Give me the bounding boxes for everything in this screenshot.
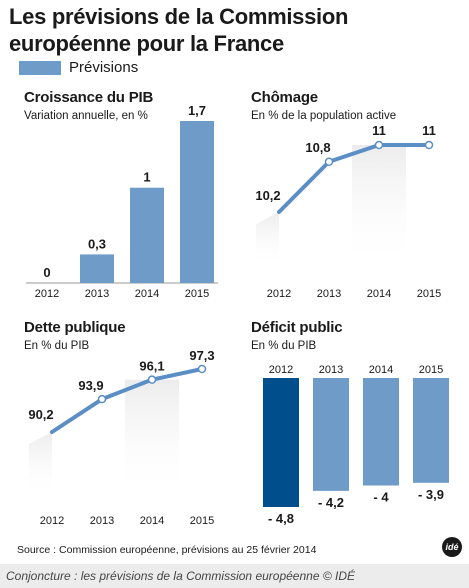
tick-label-2012: 2012 [269, 364, 293, 376]
chart-title-deficit: Déficit public [251, 319, 343, 336]
publisher-logo: idé [442, 537, 462, 557]
bar-2014 [130, 187, 164, 283]
value-label-2012: 0 [43, 265, 50, 280]
bar-2013 [313, 378, 349, 491]
chart-subtitle-debt: En % du PIB [24, 340, 90, 352]
value-label-2012: - 4,8 [268, 511, 294, 526]
footer-bar: Conjoncture : les prévisions de la Commi… [0, 564, 469, 588]
value-label-2014: 1 [143, 170, 150, 185]
series-line [50, 367, 204, 434]
chart-subtitle-unemployment: En % de la population active [251, 110, 397, 122]
value-label-2013: 10,8 [305, 140, 330, 155]
legend-label: Prévisions [69, 59, 139, 76]
bar-2015 [180, 121, 214, 283]
chart-title-unemployment: Chômage [251, 89, 318, 106]
point-2013 [97, 394, 107, 404]
point-2014 [147, 375, 157, 384]
bar-2015 [413, 378, 449, 483]
bar-2014 [363, 378, 399, 486]
footer-caption: Conjoncture : les prévisions de la Commi… [6, 569, 356, 583]
tick-label-2015: 2015 [419, 364, 443, 376]
tick-label-2012: 2012 [35, 288, 59, 300]
value-label-2013: - 4,2 [318, 495, 344, 510]
tick-label-2014: 2014 [369, 364, 393, 376]
shade-area-2012 [29, 432, 52, 498]
chart-title-gdp: Croissance du PIB [24, 89, 154, 106]
series-line [277, 143, 431, 214]
value-label-2012: 90,2 [28, 407, 53, 422]
point-2015 [197, 364, 207, 374]
point-2014 [374, 140, 384, 150]
source-note: Source : Commission européenne, prévisio… [17, 544, 317, 556]
legend: Prévisions [19, 59, 138, 76]
shade-band-2014 [352, 145, 406, 268]
shade-area-2012 [256, 212, 279, 268]
chart-title-debt: Dette publique [24, 319, 126, 336]
tick-label-2013: 2013 [90, 515, 114, 527]
tick-label-2013: 2013 [85, 288, 109, 300]
shade-band-2014 [125, 379, 179, 498]
tick-label-2012: 2012 [267, 288, 291, 300]
tick-label-2014: 2014 [140, 515, 164, 527]
legend-swatch [19, 60, 61, 75]
page-title: Les prévisions de la Commission européen… [9, 4, 349, 56]
tick-label-2015: 2015 [190, 515, 214, 527]
chart-subtitle-deficit: En % du PIB [251, 340, 317, 352]
tick-label-2013: 2013 [317, 288, 341, 300]
value-label-2014: - 4 [373, 490, 389, 505]
point-2015 [424, 140, 434, 150]
tick-label-2014: 2014 [367, 288, 391, 300]
value-label-2013: 0,3 [88, 236, 106, 251]
bar-2013 [80, 254, 114, 283]
value-label-2013: 93,9 [78, 378, 103, 393]
tick-label-2015: 2015 [417, 288, 441, 300]
value-label-2014: 11 [372, 123, 386, 138]
tick-label-2015: 2015 [185, 288, 209, 300]
value-label-2015: 1,7 [188, 103, 206, 118]
value-label-2015: - 3,9 [418, 487, 444, 502]
value-label-2015: 97,3 [189, 348, 214, 363]
bar-2012 [263, 378, 299, 507]
tick-label-2012: 2012 [40, 515, 64, 527]
tick-label-2014: 2014 [135, 288, 159, 300]
value-label-2012: 10,2 [255, 188, 280, 203]
tick-label-2013: 2013 [319, 364, 343, 376]
chart-subtitle-gdp: Variation annuelle, en % [24, 110, 148, 122]
value-label-2015: 11 [422, 123, 436, 138]
value-label-2014: 96,1 [139, 359, 164, 374]
point-2013 [324, 157, 334, 166]
